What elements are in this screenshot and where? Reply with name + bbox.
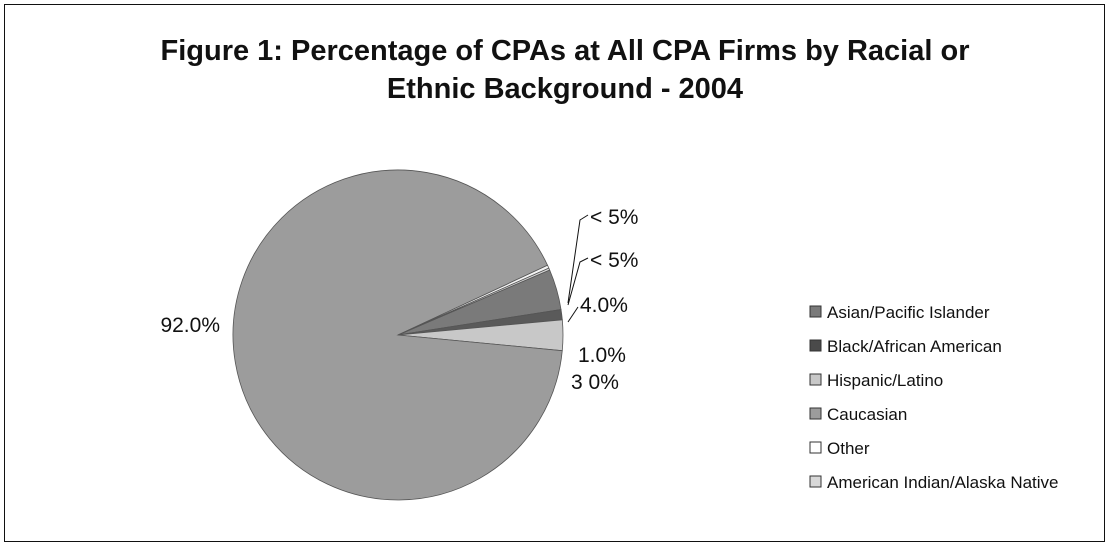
data-label-asian-pacific-islander: 4.0% <box>580 294 628 317</box>
data-labels: 4.0% 1.0% 3 0% 92.0% < 5% < 5% <box>160 206 638 394</box>
legend-label-other: Other <box>827 439 870 458</box>
data-label-caucasian: 92.0% <box>160 314 220 337</box>
legend-swatch-hispanic-latino <box>809 373 822 386</box>
leader-line-asian-pacific-islander <box>567 306 579 323</box>
legend-label-black-african-american: Black/African American <box>827 337 1002 356</box>
data-label-american-indian-alaska-native: < 5% <box>590 249 638 272</box>
chart-frame <box>4 4 1105 542</box>
chart-title-line-2: Ethnic Background - 2004 <box>386 73 744 105</box>
legend-swatch-american-indian-alaska-native <box>809 475 822 488</box>
legend-label-american-indian-alaska-native: American Indian/Alaska Native <box>827 473 1059 492</box>
legend-label-asian-pacific-islander: Asian/Pacific Islander <box>827 303 990 322</box>
leader-line-other <box>567 214 589 304</box>
legend-swatch-other <box>809 441 822 454</box>
data-label-black-african-american: 1.0% <box>578 344 626 367</box>
pie-slice-caucasian <box>232 169 563 501</box>
data-label-other: < 5% <box>590 206 638 229</box>
chart-title: Figure 1: Percentage of CPAs at All CPA … <box>0 32 1107 108</box>
leader-line-american-indian-alaska-native <box>567 257 589 306</box>
data-label-hispanic-latino: 3 0% <box>571 371 619 394</box>
legend-swatch-black-african-american <box>809 339 822 352</box>
legend-swatch-caucasian <box>809 407 822 420</box>
label-leaders <box>567 214 589 323</box>
legend-swatch-asian-pacific-islander <box>809 305 822 318</box>
legend: Asian/Pacific Islander Black/African Amer… <box>809 303 1059 492</box>
legend-label-hispanic-latino: Hispanic/Latino <box>827 371 943 390</box>
pie-slices <box>232 169 564 501</box>
chart-title-line-1: Figure 1: Percentage of CPAs at All CPA … <box>160 35 970 67</box>
legend-label-caucasian: Caucasian <box>827 405 907 424</box>
pie-slice-american-indian-alaska-native <box>397 267 551 336</box>
